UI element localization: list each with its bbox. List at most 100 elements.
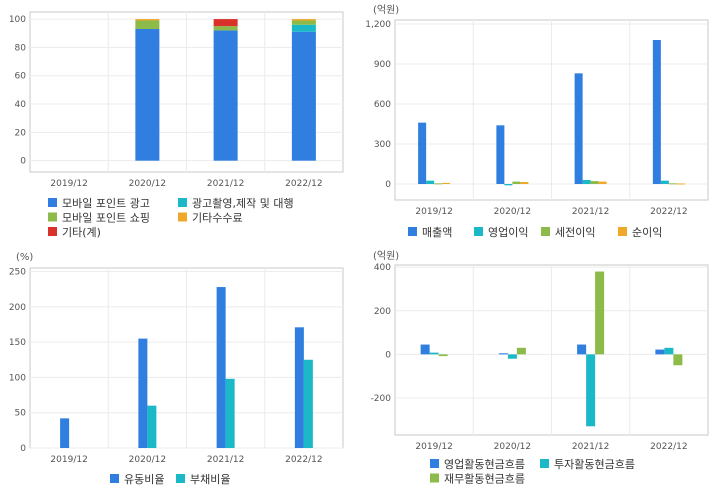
- bar: [590, 181, 599, 184]
- y-tick-label: 250: [9, 268, 26, 278]
- y-tick-label: 20: [15, 128, 27, 138]
- chart-panel-4: -200 0 200 400 2019/12 2020/12 2021/12 2022/12 (…: [371, 250, 709, 486]
- y-tick-label: 200: [374, 307, 391, 317]
- y-tick-label: 60: [15, 72, 27, 82]
- bar: [291, 19, 316, 21]
- legend-swatch: [474, 227, 483, 236]
- x-tick-label: 2020/12: [129, 179, 166, 189]
- x-tick-label: 2019/12: [50, 455, 87, 465]
- bar: [598, 181, 607, 184]
- bar: [577, 344, 587, 355]
- y-unit-label: (억원): [373, 4, 399, 16]
- y-tick-label: 100: [9, 373, 26, 383]
- bar: [138, 338, 148, 448]
- legend-swatch: [176, 474, 185, 483]
- bar: [147, 405, 157, 448]
- legend-label: 광고촬영,제작 및 대행: [192, 197, 294, 210]
- x-tick-label: 2019/12: [415, 207, 452, 217]
- legend-label: 유동비율: [124, 473, 164, 486]
- bar: [498, 353, 508, 355]
- x-tick-label: 2021/12: [572, 207, 609, 217]
- y-tick-label: 900: [374, 60, 391, 70]
- y-tick-label: 0: [20, 444, 26, 454]
- bar: [676, 183, 685, 185]
- bar: [291, 20, 316, 25]
- bar: [418, 122, 427, 184]
- legend-swatch: [48, 198, 57, 207]
- x-tick-label: 2020/12: [494, 442, 531, 452]
- bar: [504, 184, 513, 186]
- bar: [429, 352, 439, 355]
- legend-label: 세전이익: [555, 226, 595, 239]
- bar: [434, 183, 443, 185]
- bar: [664, 347, 674, 355]
- legend-label: 투자활동현금흐름: [554, 457, 635, 471]
- bar: [291, 24, 316, 32]
- bar: [595, 271, 605, 355]
- y-tick-label: 300: [374, 140, 391, 150]
- bar: [586, 354, 596, 427]
- y-tick-label: 0: [385, 350, 391, 360]
- y-tick-label: 1,200: [365, 20, 391, 30]
- bar: [426, 180, 435, 184]
- legend-label: 매출액: [422, 226, 452, 239]
- x-tick-label: 2022/12: [650, 207, 687, 217]
- legend-label: 모바일 포인트 쇼핑: [62, 211, 150, 225]
- x-tick-label: 2022/12: [285, 179, 322, 189]
- y-tick-label: 150: [9, 338, 26, 348]
- bar: [442, 182, 451, 184]
- y-tick-label: 40: [15, 100, 27, 110]
- y-tick-label: 400: [374, 263, 391, 273]
- legend-label: 모바일 포인트 광고: [62, 196, 150, 210]
- legend-swatch: [430, 473, 439, 483]
- bar: [291, 31, 316, 161]
- legend-label: 부채비율: [190, 473, 230, 486]
- bar: [213, 26, 238, 31]
- bar: [673, 354, 683, 366]
- legend-swatch: [48, 212, 57, 222]
- bar: [225, 378, 235, 448]
- bar: [213, 30, 238, 161]
- legend-swatch: [178, 198, 187, 207]
- bar: [520, 182, 529, 184]
- chart-panel-2: 0 300 600 900 1,200 2019/12 2020/12 2021/12 2022…: [365, 4, 709, 239]
- legend-swatch: [541, 227, 550, 236]
- legend-label: 기타(계): [62, 226, 101, 239]
- bar: [135, 28, 160, 161]
- legend-label: 영업활동현금흐름: [444, 457, 525, 471]
- bar: [213, 19, 238, 27]
- chart-panel-1: 0 20 40 60 80 100 2019/12 2020/12 2021/12 2022/12…: [9, 11, 344, 239]
- y-tick-label: -200: [371, 394, 392, 404]
- bar: [655, 349, 665, 355]
- legend-label: 영업이익: [488, 226, 528, 239]
- legend-swatch: [48, 227, 57, 236]
- y-tick-label: 100: [9, 15, 26, 25]
- y-tick-label: 50: [15, 409, 27, 419]
- y-tick-label: 0: [20, 157, 26, 167]
- bar: [582, 180, 591, 184]
- legend: 매출액 영업이익 세전이익 순이익: [408, 226, 662, 239]
- x-tick-label: 2019/12: [415, 442, 452, 452]
- bar: [516, 347, 526, 355]
- bar: [496, 125, 505, 184]
- bar: [652, 40, 661, 184]
- bar: [303, 359, 313, 448]
- bar: [216, 287, 226, 448]
- x-tick-label: 2021/12: [207, 179, 244, 189]
- x-tick-label: 2022/12: [650, 442, 687, 452]
- y-tick-label: 0: [385, 180, 391, 190]
- bar: [507, 354, 517, 359]
- bar: [420, 344, 430, 355]
- legend-swatch: [540, 459, 549, 468]
- bar: [135, 20, 160, 29]
- bar: [574, 73, 583, 184]
- legend-label: 순이익: [632, 226, 662, 239]
- bar: [294, 327, 304, 448]
- y-tick-label: 600: [374, 100, 391, 110]
- y-unit-label: (억원): [373, 250, 399, 262]
- legend-swatch: [110, 474, 119, 483]
- legend: 유동비율 부채비율: [110, 473, 230, 486]
- legend-swatch: [178, 212, 187, 222]
